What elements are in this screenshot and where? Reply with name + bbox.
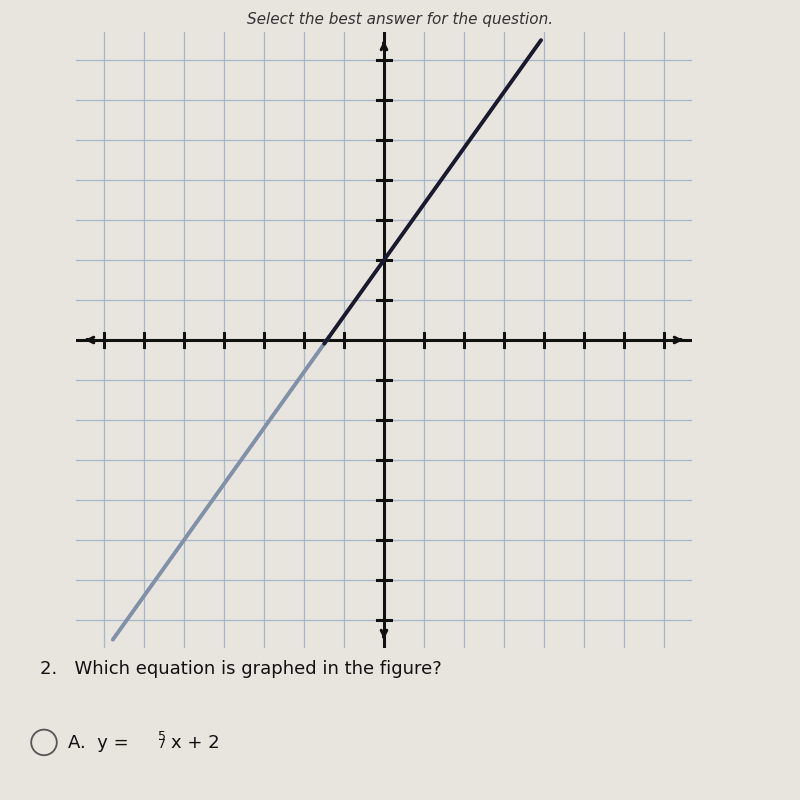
- Text: 2.   Which equation is graphed in the figure?: 2. Which equation is graphed in the figu…: [40, 660, 442, 678]
- Text: x + 2: x + 2: [171, 734, 220, 752]
- Text: Select the best answer for the question.: Select the best answer for the question.: [247, 12, 553, 27]
- Text: 7: 7: [158, 738, 166, 751]
- Text: A.  y =: A. y =: [68, 734, 134, 752]
- Text: 5: 5: [158, 730, 166, 743]
